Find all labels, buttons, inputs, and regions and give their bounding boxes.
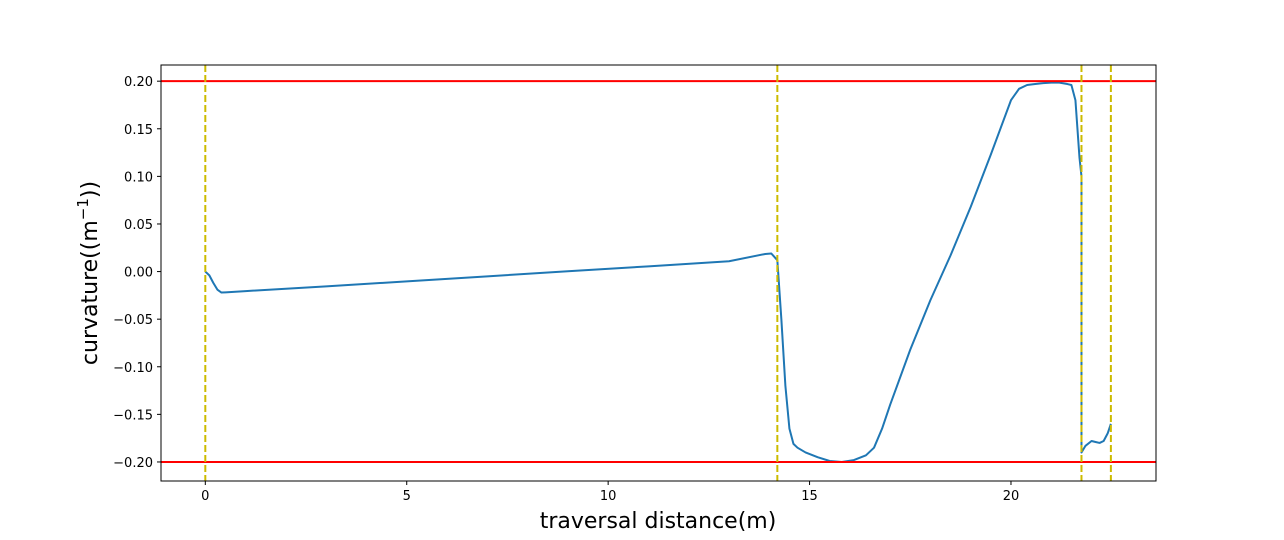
y-tick-label: 0.05	[124, 218, 153, 233]
limit-line-layer	[161, 80, 1156, 463]
y-tick-label: −0.20	[113, 456, 153, 471]
x-axis-label: traversal distance(m)	[540, 509, 777, 534]
y-tick-label: 0.00	[124, 266, 153, 281]
y-tick-label: 0.20	[124, 75, 153, 90]
y-axis-label: curvature((m−1))	[74, 181, 103, 365]
x-tick-label: 0	[201, 489, 209, 504]
y-axis-ticks: 0.20 0.15 0.10 0.05 0.00 −0.05 −0.10 −0.15 −0.20	[113, 75, 161, 471]
x-tick-label: 10	[600, 489, 617, 504]
y-axis-label-prefix: curvature((m	[78, 220, 103, 365]
x-axis-ticks: 0 5 10 15 20	[201, 481, 1019, 504]
y-tick-label: −0.15	[113, 408, 153, 423]
y-tick-label: 0.10	[124, 170, 153, 185]
y-tick-label: 0.15	[124, 123, 153, 138]
series-layer	[204, 81, 1112, 463]
y-axis-label-exponent: −1	[74, 198, 92, 220]
y-axis-label-suffix: ))	[78, 181, 103, 198]
y-tick-label: −0.05	[113, 313, 153, 328]
plot-area	[161, 65, 1156, 481]
plot-frame	[160, 64, 1157, 482]
curvature-series-line	[204, 81, 1112, 463]
x-tick-label: 5	[403, 489, 411, 504]
x-tick-label: 15	[801, 489, 818, 504]
y-tick-label: −0.10	[113, 361, 153, 376]
boundary-line-layer	[204, 65, 1112, 481]
x-tick-label: 20	[1003, 489, 1020, 504]
